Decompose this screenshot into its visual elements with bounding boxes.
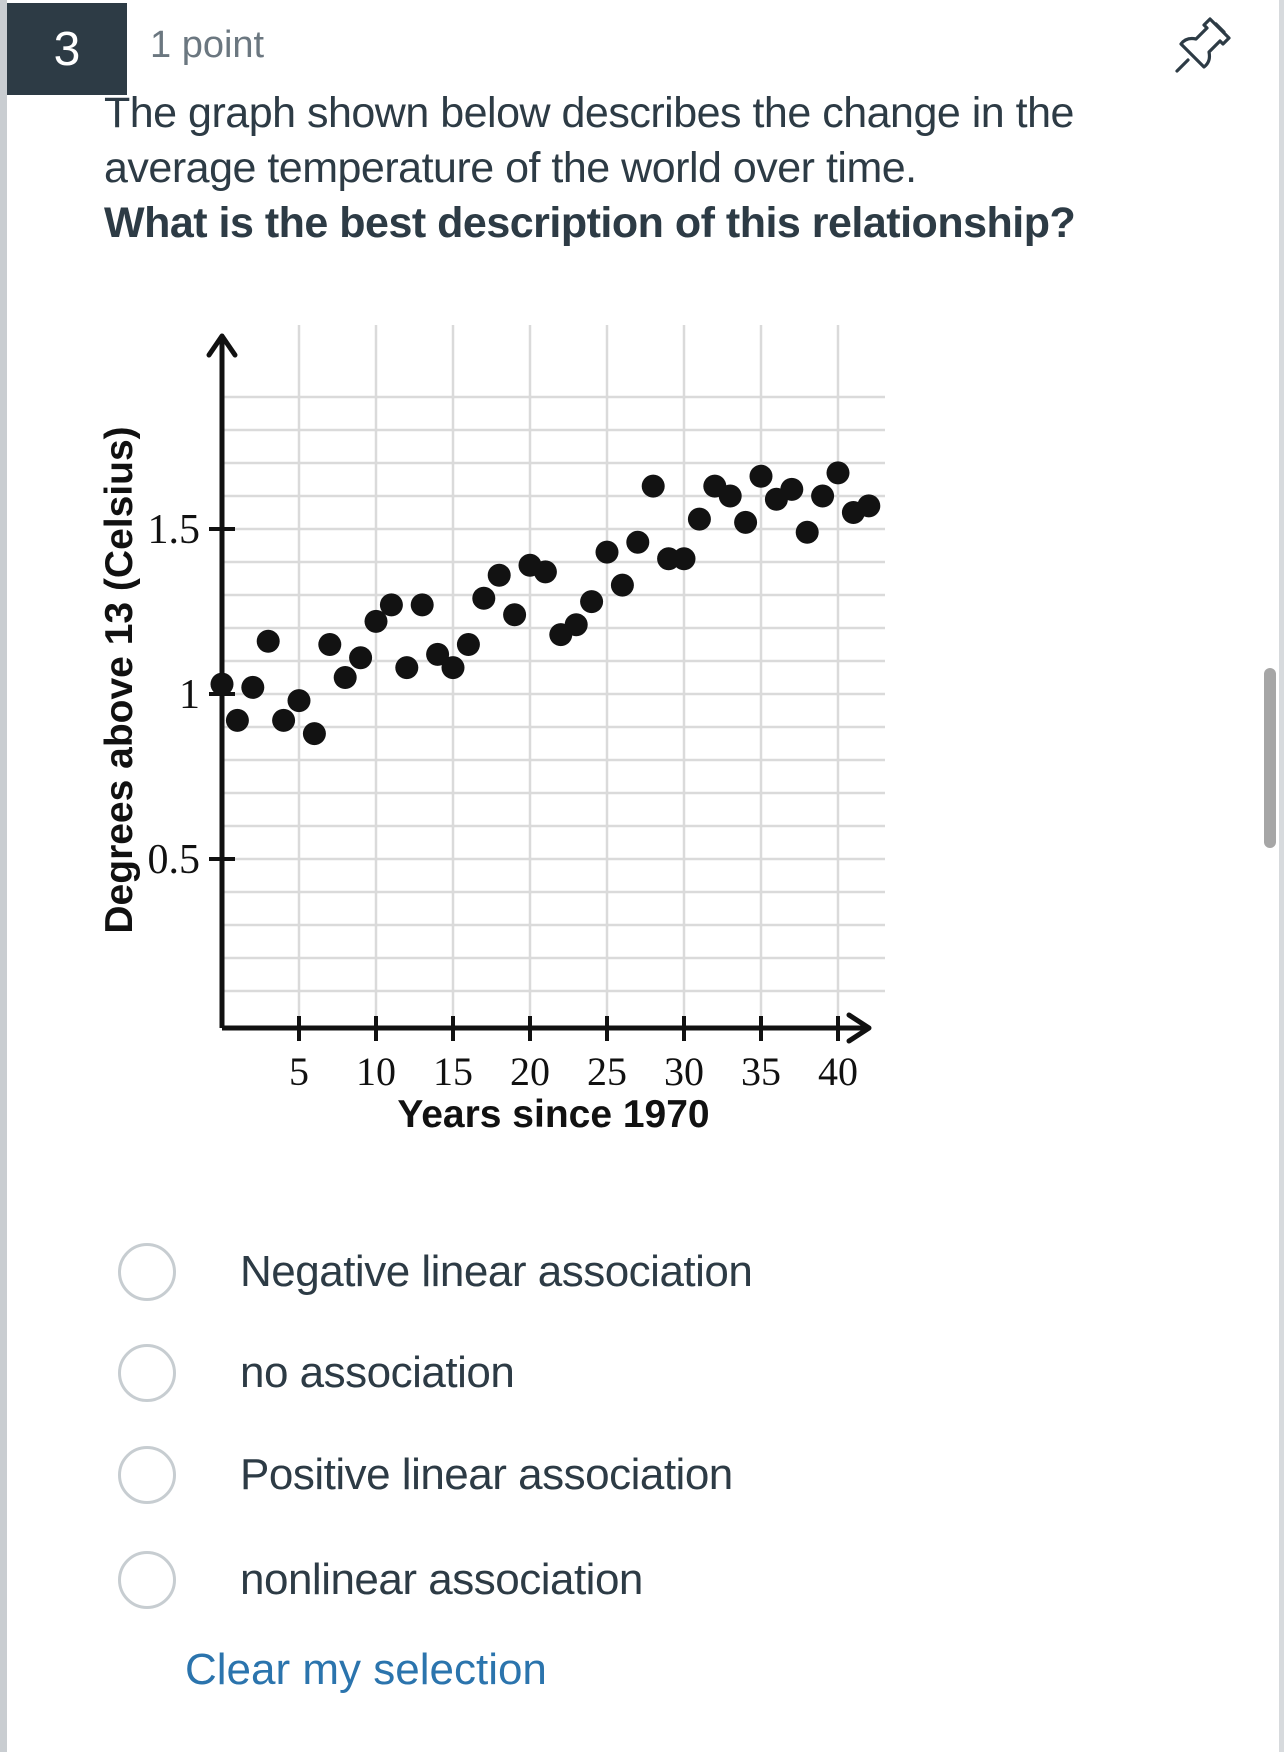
radio-button-negative-linear[interactable] bbox=[118, 1243, 176, 1301]
points-label: 1 point bbox=[150, 24, 265, 66]
option-label[interactable]: Positive linear association bbox=[240, 1450, 733, 1499]
svg-text:15: 15 bbox=[433, 1049, 473, 1094]
svg-text:35: 35 bbox=[741, 1049, 781, 1094]
svg-text:20: 20 bbox=[510, 1049, 550, 1094]
question-number-box: 3 bbox=[7, 3, 127, 95]
prompt-bold-question: What is the best description of this rel… bbox=[104, 199, 1076, 247]
clear-selection-link[interactable]: Clear my selection bbox=[185, 1645, 547, 1694]
svg-text:25: 25 bbox=[587, 1049, 627, 1094]
radio-button-nonlinear[interactable] bbox=[118, 1551, 176, 1609]
prompt-line-1: The graph shown below describes the chan… bbox=[104, 89, 1074, 137]
pin-icon[interactable] bbox=[1172, 12, 1234, 76]
svg-text:30: 30 bbox=[664, 1049, 704, 1094]
svg-text:Years since 1970: Years since 1970 bbox=[397, 1093, 709, 1136]
pushpin-icon-graphic bbox=[1175, 17, 1231, 73]
page-left-border bbox=[0, 0, 7, 1752]
question-prompt: The graph shown below describes the chan… bbox=[104, 86, 1076, 251]
svg-text:1: 1 bbox=[179, 672, 200, 718]
option-row-positive-linear[interactable]: Positive linear association bbox=[118, 1445, 733, 1505]
question-number: 3 bbox=[53, 22, 81, 76]
option-row-no-association[interactable]: no association bbox=[118, 1343, 515, 1403]
prompt-line-2: average temperature of the world over ti… bbox=[104, 144, 917, 192]
radio-button-no-association[interactable] bbox=[118, 1344, 176, 1402]
svg-text:40: 40 bbox=[818, 1049, 858, 1094]
vertical-scrollbar-thumb[interactable] bbox=[1264, 668, 1276, 848]
svg-text:5: 5 bbox=[289, 1049, 309, 1094]
option-label[interactable]: nonlinear association bbox=[240, 1555, 643, 1604]
scatter-plot: 0.5 1 1.5 5 10 15 20 25 30 35 40 Years since 1970 De… bbox=[98, 325, 885, 1136]
svg-text:10: 10 bbox=[356, 1049, 396, 1094]
svg-text:1.5: 1.5 bbox=[148, 507, 201, 553]
radio-button-positive-linear[interactable] bbox=[118, 1446, 176, 1504]
option-row-nonlinear[interactable]: nonlinear association bbox=[118, 1550, 643, 1610]
page-right-border bbox=[1279, 0, 1284, 1752]
option-label[interactable]: no association bbox=[240, 1348, 515, 1397]
svg-text:0.5: 0.5 bbox=[148, 837, 201, 883]
svg-text:Degrees above 13 (Celsius): Degrees above 13 (Celsius) bbox=[98, 426, 141, 933]
option-label[interactable]: Negative linear association bbox=[240, 1247, 753, 1296]
option-row-negative-linear[interactable]: Negative linear association bbox=[118, 1242, 753, 1302]
